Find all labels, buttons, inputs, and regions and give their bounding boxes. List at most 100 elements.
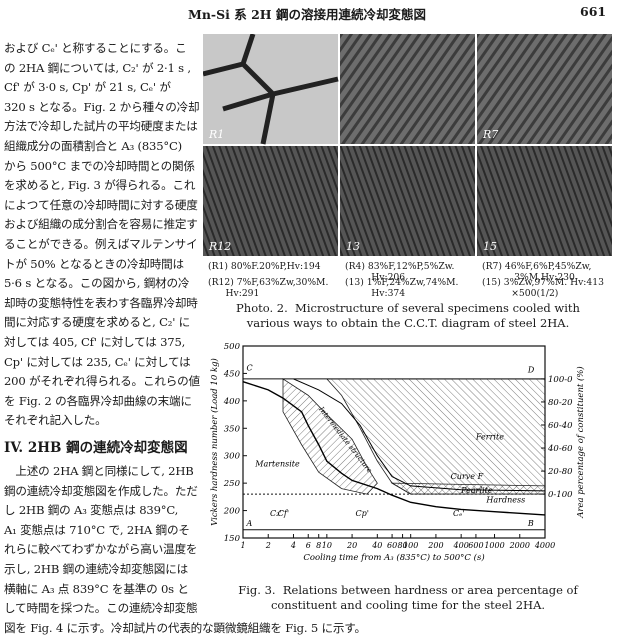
text-line: 上述の 2HA 鋼と同様にして, 2HB (4, 464, 194, 478)
photo (340, 34, 475, 144)
photo-subcaption: (R1) 80%F.20%P,Hv:194 (208, 261, 321, 272)
text-line: Cp' に対しては 235, Cₑ' に対しては (4, 354, 191, 369)
photo (340, 146, 475, 256)
photo-subcaption: (R7) 46%F,6%P,45%Zw, 3%M,Hv:230 (482, 261, 592, 283)
y-axis-label: Vickers hardness number (Load 10 kg) (209, 358, 220, 526)
y2-axis-label: Area percentage of constituent (%) (575, 366, 586, 519)
x-tick-label: 200 (427, 541, 443, 550)
page-number: 661 (580, 4, 607, 19)
running-title: Mn-Si 系 2H 鋼の溶接用連続冷却変態図 (188, 7, 426, 22)
photo-subcaption: (15) 3%Zw,97%M. Hv:413 ×500(1/2) (482, 277, 604, 299)
annotation: Cₑ' (453, 509, 464, 518)
curve-f (293, 378, 546, 492)
photo-subcaption: (13) 1%F,24%Zw,74%M. Hv:374 (345, 277, 459, 299)
x-tick-label: 2000 (509, 541, 530, 550)
text-line: 対しては 405, Cf' に対しては 375, (4, 335, 186, 349)
text-line: を求めると, Fig. 3 が得られる。これ (4, 178, 196, 193)
photo-grid: R1 R7 R12 13 15 (203, 34, 612, 256)
text-line: 図を Fig. 4 に示す。冷却試片の代表的な顕微鏡組織を Fig. 5 に示す… (4, 620, 366, 635)
photo-label: 13 (346, 240, 360, 253)
x-tick-label: 8 (316, 541, 321, 550)
photo-subcaption: (R12) 7%F,63%Zw,30%M. Hv:291 (208, 277, 329, 299)
photo (477, 146, 612, 256)
x-axis-label: Cooling time from A₃ (835°C) to 500°C (s… (303, 552, 484, 563)
y-tick-label: 150 (224, 534, 241, 544)
text-line: それぞれ記入した。 (4, 413, 107, 428)
annotation: C₂' (270, 509, 282, 518)
text-line: 320 s となる。Fig. 2 から種々の冷却 (4, 99, 200, 114)
x-tick-label: 2 (265, 541, 271, 550)
text-line: 5·6 s となる。この図から, 鋼材の冷 (4, 276, 190, 291)
x-tick-label: 40 (371, 541, 382, 550)
x-tick-label: 80 (397, 541, 407, 550)
x-tick-label: 6 (306, 541, 311, 550)
text-line: 示し, 2HB 鋼の連続冷却変態図には (4, 562, 188, 576)
annotation: Cf' (278, 509, 289, 518)
y-tick-label: 300 (224, 452, 241, 462)
y-tick-label: 500 (224, 342, 241, 352)
x-tick-label: 10 (322, 541, 332, 550)
x-tick-label: 400 (453, 541, 469, 550)
x-tick-label: 600 (468, 541, 483, 550)
y-tick-label: 250 (223, 479, 241, 489)
y-tick-label: 350 (224, 424, 241, 434)
text-line: 方法で冷却した試片の平均硬度または (4, 119, 198, 134)
photo (203, 146, 338, 256)
annotation: Ferrite (475, 432, 504, 441)
text-line: Cf' が 3·0 s, Cp' が 21 s, Cₑ' が (4, 80, 171, 95)
text-line: して時間を採つた。この連続冷却変態 (4, 601, 198, 616)
annotation: C (246, 364, 252, 373)
figure-3: 150 200 250 300 350 400 450 500 100-0 80-20 60-40 4… (209, 342, 586, 563)
text-line: 200 がそれぞれ得られる。これらの値 (4, 374, 200, 389)
x-tick-label: 20 (346, 541, 357, 550)
photo-label: 15 (483, 240, 497, 253)
annotation: Hardness (485, 495, 525, 504)
text-line: によつて任意の冷却時間に対する硬度 (4, 197, 198, 212)
plot-frame (242, 345, 546, 539)
annotation: Martensite (254, 460, 300, 469)
annotation: Pearlite (460, 486, 493, 495)
annotation: B (527, 519, 534, 528)
x-tick-label: 60 (387, 541, 397, 550)
x-tick-label: 4000 (534, 541, 555, 550)
text-line: 組織成分の面積割合と A₃ (835°C) (4, 139, 182, 153)
text-line: および Cₑ' と称することにする。こ (4, 41, 187, 55)
y-tick-label: 200 (223, 507, 241, 517)
annotation: A (245, 519, 252, 528)
x-tick-label: 4 (290, 541, 296, 550)
photo (477, 34, 612, 144)
text-line: 却時の変態特性を表わす各臨界冷却時 (4, 295, 198, 310)
figure-caption: Fig. 3. Relations between hardness or ar… (238, 583, 578, 612)
text-line: および組織の成分割合を容易に推定す (4, 217, 198, 232)
photo-caption: Photo. 2. Microstructure of several spec… (236, 301, 580, 330)
photo-subcaption: (R4) 83%F,12%P,5%Zw. Hv:206 (345, 261, 455, 283)
text-line: れらに較べてわずかながら高い温度を (4, 542, 198, 557)
y2-tick-label: 100-0 (548, 375, 573, 385)
x-tick-label: 100 (403, 541, 418, 550)
photo-label: R1 (208, 128, 224, 141)
text-line: 間に対応する硬度を求めると, C₂' に (4, 315, 191, 330)
section-heading: IV. 2HB 鋼の連続冷却変態図 (4, 440, 188, 456)
photo-label: R12 (208, 240, 231, 253)
annotation: D (527, 365, 535, 374)
intermediate-zone (282, 378, 378, 495)
text-line: を Fig. 2 の各臨界冷却曲線の末端に (4, 393, 192, 408)
y2-tick-label: 60-40 (548, 421, 573, 431)
hardness-curve (242, 380, 546, 516)
x-tick-label: 1 (240, 541, 245, 550)
y-tick-label: 400 (223, 397, 241, 407)
annotation: Curve F (451, 472, 484, 481)
text-line: 横軸に A₃ 点 839°C を基準の 0s と (4, 581, 189, 596)
y2-tick-label: 80-20 (548, 398, 573, 408)
y2-tick-label: 0-100 (548, 490, 573, 500)
y-tick-label: 450 (223, 369, 241, 379)
x-tick-label: 1000 (484, 541, 504, 550)
photo-label: R7 (482, 128, 498, 141)
text-line: ることができる。例えばマルテンサイ (4, 237, 198, 251)
y2-tick-label: 40-60 (547, 444, 573, 454)
annotation: Cp' (356, 509, 369, 518)
y2-tick-label: 20-80 (547, 467, 573, 477)
text-line: の 2HA 鋼については, C₂' が 2·1 s , (4, 60, 191, 75)
text-line: 鋼の連続冷却変態図を作成した。ただ (4, 483, 198, 498)
